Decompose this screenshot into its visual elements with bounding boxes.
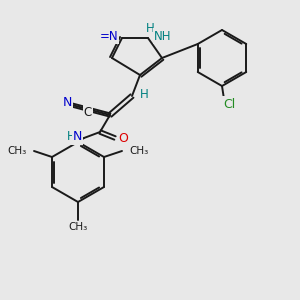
Text: Cl: Cl (223, 98, 235, 110)
Text: O: O (118, 131, 128, 145)
Text: CH₃: CH₃ (68, 222, 88, 232)
Text: CH₃: CH₃ (129, 146, 148, 156)
Text: =N: =N (99, 29, 118, 43)
Text: N: N (62, 97, 72, 110)
Text: CH₃: CH₃ (8, 146, 27, 156)
Text: H: H (146, 22, 154, 34)
Text: N: N (73, 130, 82, 143)
Text: H: H (67, 130, 76, 143)
Text: H: H (140, 88, 148, 100)
Text: C: C (84, 106, 92, 118)
Text: NH: NH (154, 29, 172, 43)
